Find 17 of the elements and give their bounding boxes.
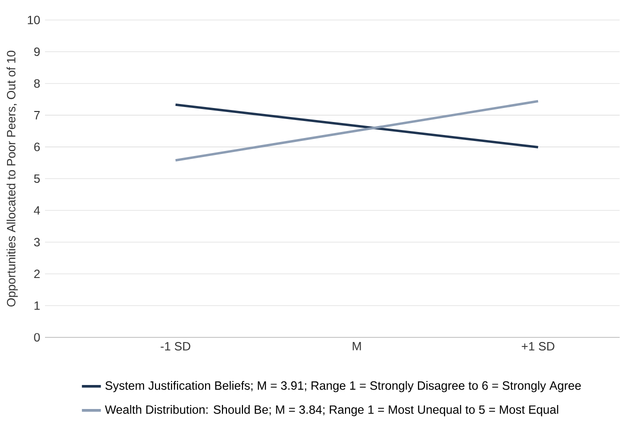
y-tick-label: 4	[34, 206, 40, 215]
y-tick-label: 1	[34, 301, 40, 310]
y-tick-label: 3	[34, 238, 40, 246]
y-tick-label: 6	[34, 142, 40, 152]
x-tick-label: +1 SD	[522, 342, 554, 351]
x-tick-label: M	[352, 342, 361, 350]
x-tick-label: -1 SD	[160, 342, 190, 351]
legend-label: System Justification Beliefs; M = 3.91; Range 1 = Strongly Disagree to 6 = Strongly Agree	[105, 380, 581, 392]
y-tick-label: 2	[34, 270, 40, 278]
y-tick-label: 8	[34, 79, 40, 88]
y-tick-label: 0	[34, 333, 40, 342]
y-tick-label: 9	[34, 47, 40, 56]
legend-label: Wealth Distribution: Should Be; M = 3.84; Range 1 = Most Unequal to 5 = Most Equal	[104, 405, 558, 416]
y-tick-label: 10	[28, 16, 40, 24]
y-tick-label: 7	[34, 111, 40, 120]
y-axis-title: Opportunities Allocated to Poor Peers, Out of 10	[6, 50, 18, 306]
y-tick-label: 5	[34, 174, 40, 183]
